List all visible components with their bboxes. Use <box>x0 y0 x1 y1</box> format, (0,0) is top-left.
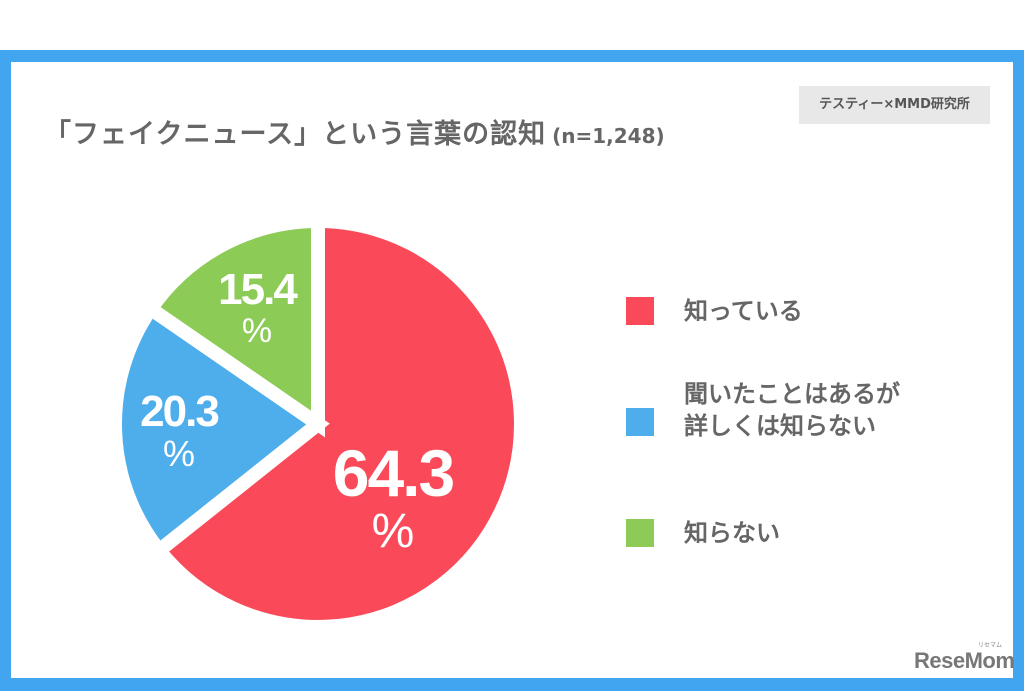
legend-label-line2: 詳しくは知らない <box>684 412 876 440</box>
legend-swatch-red <box>626 297 654 325</box>
slice-label-heard: 20.3 % <box>124 390 234 472</box>
legend-label: 知らない <box>684 519 780 547</box>
legend-label: 知っている <box>684 297 803 325</box>
pie-slice-heard <box>108 299 330 561</box>
legend-swatch-blue <box>626 408 654 436</box>
legend-item-know: 知っている <box>626 297 803 325</box>
percent-heard: % <box>162 433 195 474</box>
pie-slice-dont-know <box>141 213 325 438</box>
value-know: 64.3 <box>332 436 455 510</box>
title-main: 「フェイクニュース」という言葉の認知 <box>44 119 547 150</box>
percent-know: % <box>371 505 415 558</box>
legend-label: 聞いたことはあるが 詳しくは知らない <box>684 378 900 442</box>
legend-swatch-green <box>626 519 654 547</box>
pie-slice-know <box>149 213 528 634</box>
resemom-logo-ruby: リセマム <box>978 642 1003 649</box>
legend-label-line1: 聞いたことはあるが <box>684 380 900 408</box>
source-badge: テスティー×MMD研究所 <box>799 86 990 124</box>
slice-label-know: 64.3 % <box>308 440 478 556</box>
value-heard: 20.3 <box>140 387 220 436</box>
value-dont-know: 15.4 <box>218 265 298 314</box>
resemom-logo: ReseMom <box>914 648 1015 673</box>
slice-label-dont-know: 15.4 % <box>204 265 310 350</box>
percent-dont-know: % <box>241 312 273 350</box>
chart-title: 「フェイクニュース」という言葉の認知 (n=1,248) <box>44 112 665 151</box>
legend-item-dont-know: 知らない <box>626 519 780 547</box>
title-sample-size: (n=1,248) <box>552 124 665 148</box>
legend-item-heard: 聞いたことはあるが 詳しくは知らない <box>626 380 900 440</box>
